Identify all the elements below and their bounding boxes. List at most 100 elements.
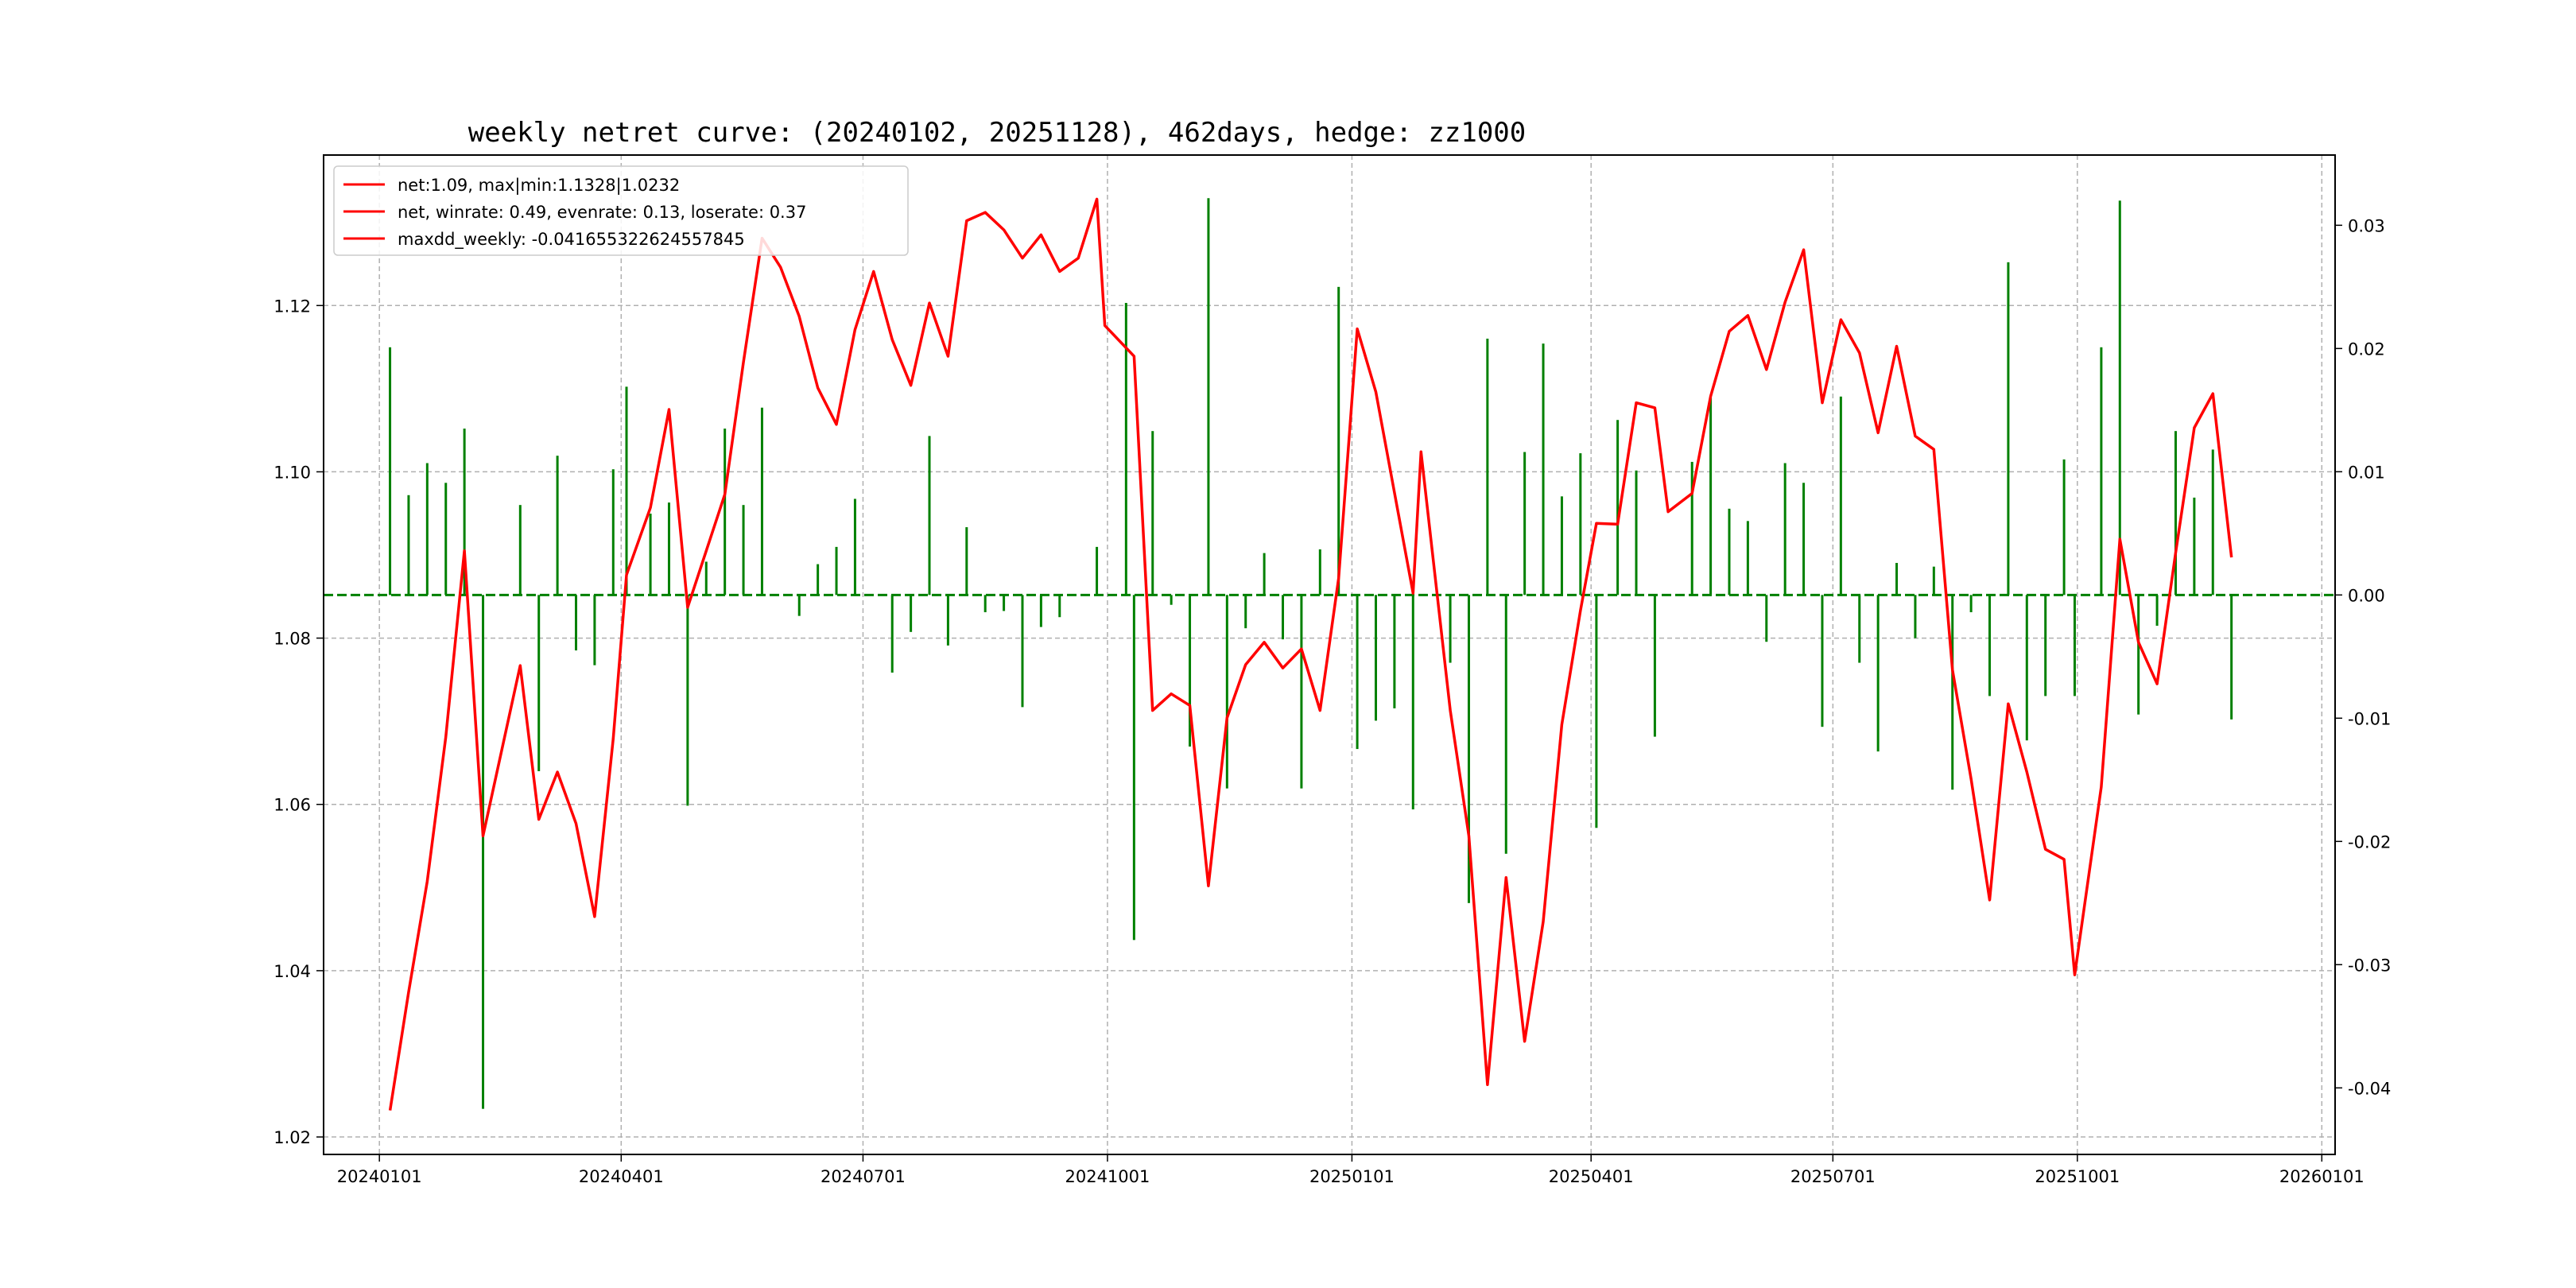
weekly-return-bar	[910, 595, 913, 632]
y-axis-left: 1.02 1.04 1.06 1.08 1.10 1.12	[274, 297, 324, 1147]
weekly-return-bar	[1542, 343, 1545, 596]
weekly-return-bar	[1969, 595, 1973, 613]
weekly-return-bar	[625, 386, 628, 596]
weekly-return-bar	[1895, 563, 1899, 596]
legend-box	[333, 165, 909, 256]
weekly-return-bar	[667, 502, 670, 596]
weekly-return-bar	[1300, 595, 1303, 789]
net-line	[388, 197, 2233, 1111]
weekly-return-bars	[389, 198, 2233, 1109]
x-tick-label: 20260101	[2279, 1167, 2365, 1186]
y-right-tick-label: -0.04	[2348, 1079, 2391, 1098]
weekly-return-bar	[1839, 396, 1842, 596]
y-axis-right: -0.04 -0.03 -0.02 -0.01 0.00 0.01 0.02 0.03	[2335, 216, 2391, 1098]
weekly-return-bar	[983, 595, 987, 613]
weekly-return-bar	[1411, 595, 1414, 810]
y-left-tick-label: 1.08	[274, 630, 311, 649]
weekly-return-bar	[1374, 595, 1377, 721]
x-tick-label: 20240701	[821, 1167, 906, 1186]
chart-title: weekly netret curve: (20240102, 20251128…	[468, 117, 1527, 149]
weekly-return-bar	[853, 499, 856, 596]
y-left-tick-label: 1.02	[274, 1128, 311, 1147]
weekly-return-bar	[928, 436, 931, 596]
weekly-return-bar	[1132, 595, 1135, 941]
weekly-return-bar	[389, 347, 392, 596]
weekly-return-bar	[686, 595, 689, 806]
weekly-return-bar	[2155, 595, 2159, 627]
y-right-tick-label: -0.02	[2348, 832, 2391, 852]
x-axis: 20240101 20240401 20240701 20241001 20250101…	[337, 1154, 2365, 1186]
y-left-tick-label: 1.06	[274, 796, 311, 815]
weekly-return-bar	[797, 595, 801, 616]
weekly-return-bar	[1486, 338, 1489, 596]
weekly-return-bar	[742, 505, 745, 596]
weekly-return-bar	[1207, 198, 1210, 596]
y-left-tick-label: 1.10	[274, 463, 311, 482]
weekly-return-bar	[2100, 347, 2103, 596]
weekly-return-bar	[2193, 497, 2196, 596]
x-tick-label: 20250701	[1790, 1167, 1876, 1186]
weekly-return-bar	[2062, 459, 2066, 596]
weekly-return-bar	[1709, 398, 1713, 596]
grid	[324, 155, 2335, 1154]
weekly-return-bar	[1021, 595, 1024, 708]
weekly-return-bar	[611, 469, 615, 596]
weekly-return-bar	[1876, 595, 1880, 752]
weekly-return-bar	[1728, 508, 1731, 596]
weekly-return-bar	[1504, 595, 1507, 854]
y-right-tick-label: 0.00	[2348, 586, 2385, 605]
weekly-return-bar	[1467, 595, 1470, 903]
weekly-return-bar	[1282, 595, 1285, 640]
weekly-return-bar	[835, 546, 838, 596]
legend: net:1.09, max|min:1.1328|1.0232 net, win…	[333, 165, 909, 256]
weekly-return-bar	[2174, 431, 2177, 596]
weekly-return-bar	[556, 456, 559, 596]
weekly-return-bar	[1653, 595, 1656, 737]
y-left-tick-label: 1.12	[274, 297, 311, 316]
weekly-return-bar	[1124, 302, 1127, 596]
weekly-return-bar	[1858, 595, 1861, 663]
weekly-return-bar	[2073, 595, 2076, 696]
weekly-return-bar	[1263, 553, 1266, 596]
x-tick-label: 20250101	[1309, 1167, 1395, 1186]
y-right-tick-label: -0.03	[2348, 956, 2391, 975]
weekly-return-bar	[1821, 595, 1824, 727]
weekly-return-bar	[1783, 463, 1787, 596]
weekly-return-bar	[946, 595, 949, 646]
weekly-return-bar	[1449, 595, 1452, 663]
weekly-return-bar	[2230, 595, 2233, 720]
x-tick-label: 20250401	[1549, 1167, 1634, 1186]
weekly-return-bar	[760, 407, 763, 596]
weekly-return-bar	[1560, 496, 1563, 596]
weekly-return-bar	[1318, 549, 1321, 596]
weekly-return-bar	[1951, 595, 1954, 790]
weekly-return-bar	[1170, 595, 1173, 605]
weekly-return-bar	[1746, 521, 1749, 596]
weekly-return-bar	[537, 595, 541, 771]
weekly-return-bar	[1988, 595, 1992, 696]
weekly-return-bar	[2137, 595, 2140, 715]
weekly-return-bar	[2044, 595, 2047, 696]
weekly-return-bar	[1244, 595, 1247, 629]
weekly-return-bar	[1616, 420, 1620, 596]
weekly-return-bar	[2211, 449, 2214, 596]
weekly-return-bar	[1635, 470, 1638, 596]
legend-label-1: net:1.09, max|min:1.1328|1.0232	[398, 176, 680, 196]
weekly-return-bar	[1225, 595, 1228, 789]
weekly-return-bar	[1058, 595, 1061, 618]
weekly-return-bar	[482, 595, 485, 1109]
x-tick-label: 20240101	[337, 1167, 422, 1186]
weekly-return-bar	[965, 527, 968, 596]
weekly-return-bar	[2118, 200, 2121, 596]
legend-label-2: net, winrate: 0.49, evenrate: 0.13, lose…	[398, 203, 806, 222]
weekly-return-bar	[1151, 431, 1154, 596]
weekly-return-bar	[1914, 595, 1917, 638]
weekly-return-bar	[1595, 595, 1598, 828]
weekly-return-bar	[2007, 262, 2010, 596]
weekly-return-bar	[407, 495, 410, 596]
weekly-return-bar	[649, 514, 652, 596]
weekly-return-bar	[1523, 452, 1527, 596]
weekly-return-bar	[1690, 461, 1693, 596]
legend-label-3: maxdd_weekly: -0.041655322624557845	[398, 230, 745, 250]
